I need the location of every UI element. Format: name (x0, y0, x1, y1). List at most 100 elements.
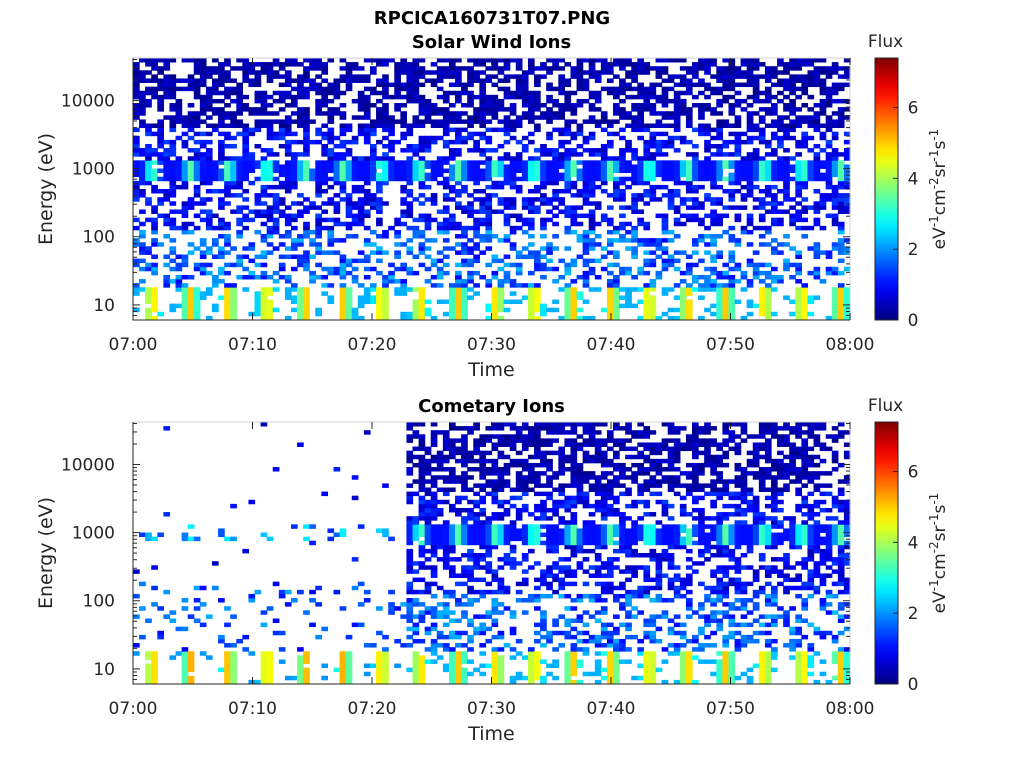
heatmap-cell (297, 254, 304, 259)
heatmap-cell (527, 283, 535, 288)
heatmap-cell (479, 119, 487, 124)
heatmap-cell (199, 176, 207, 182)
heatmap-cell (698, 58, 705, 63)
heatmap-cell (461, 295, 468, 300)
heatmap-cell (442, 205, 450, 210)
heatmap-cell (211, 160, 219, 165)
heatmap-cell (376, 82, 383, 88)
heatmap-cell (357, 115, 365, 120)
heatmap-cell (406, 499, 414, 505)
heatmap-cell (479, 217, 487, 223)
heatmap-cell (801, 172, 809, 178)
heatmap-cell (400, 164, 408, 169)
heatmap-cell (187, 156, 195, 161)
heatmap-cell (260, 189, 268, 194)
heatmap-cell (442, 663, 450, 669)
heatmap-cell (412, 58, 420, 63)
heatmap-cell (278, 184, 286, 190)
heatmap-cell (455, 675, 462, 681)
heatmap-cell (266, 103, 274, 108)
heatmap-cell (406, 311, 414, 317)
heatmap-cell (473, 217, 480, 223)
heatmap-cell (297, 123, 304, 128)
heatmap-cell (649, 164, 657, 169)
heatmap-cell (491, 107, 499, 112)
heatmap-cell (649, 168, 657, 174)
heatmap-cell (230, 164, 237, 169)
heatmap-cell (363, 254, 371, 259)
heatmap-cell (552, 246, 559, 251)
heatmap-cell (734, 98, 742, 104)
heatmap-cell (388, 270, 395, 276)
heatmap-cell (230, 663, 237, 669)
heatmap-cell (795, 123, 802, 128)
heatmap-cell (406, 491, 414, 497)
heatmap-cell (442, 270, 450, 276)
heatmap-cell (667, 98, 675, 104)
heatmap-cell (436, 467, 444, 472)
heatmap-cell (461, 283, 468, 288)
heatmap-cell (764, 229, 772, 235)
heatmap-cell (224, 74, 231, 79)
heatmap-cell (473, 164, 480, 169)
heatmap-cell (497, 557, 505, 562)
heatmap-cell (679, 221, 687, 227)
heatmap-cell (272, 62, 280, 67)
heatmap-cell (570, 291, 578, 296)
heatmap-cell (661, 250, 669, 255)
heatmap-cell (455, 299, 462, 305)
heatmap-cell (236, 123, 243, 128)
heatmap-cell (394, 663, 401, 669)
heatmap-cell (145, 618, 152, 623)
heatmap-cell (224, 58, 231, 63)
heatmap-cell (272, 168, 280, 174)
heatmap-cell (710, 62, 717, 67)
heatmap-cell (491, 58, 499, 63)
heatmap-cell (339, 172, 347, 178)
heatmap-cell (181, 598, 189, 603)
heatmap-cell (169, 610, 177, 615)
heatmap-cell (795, 180, 802, 186)
heatmap-cell (600, 86, 608, 92)
heatmap-cell (363, 156, 371, 161)
heatmap-cell (685, 213, 693, 219)
heatmap-cell (266, 74, 274, 79)
heatmap-cell (163, 189, 171, 194)
heatmap-cell (485, 209, 493, 214)
heatmap-cell (661, 246, 669, 251)
heatmap-cell (613, 176, 620, 182)
heatmap-cell (503, 164, 511, 169)
heatmap-cell (764, 270, 772, 276)
heatmap-cell (461, 540, 468, 546)
heatmap-cell (193, 585, 201, 591)
heatmap-cell (442, 225, 450, 231)
heatmap-cell (260, 679, 268, 685)
heatmap-cell (637, 242, 645, 247)
heatmap-cell (509, 164, 517, 169)
heatmap-cell (315, 184, 322, 190)
heatmap-cell (382, 307, 389, 313)
heatmap-cell (722, 143, 730, 149)
heatmap-cell (491, 274, 499, 280)
heatmap-cell (418, 229, 426, 235)
heatmap-cell (613, 160, 620, 165)
heatmap-cell (679, 139, 687, 145)
heatmap-cell (260, 62, 268, 67)
heatmap-cell (722, 213, 730, 219)
heatmap-cell (613, 287, 620, 292)
heatmap-cell (722, 176, 730, 182)
heatmap-cell (205, 160, 213, 165)
heatmap-cell (193, 291, 201, 296)
heatmap-cell (582, 135, 590, 141)
heatmap-cell (230, 209, 237, 214)
heatmap-cell (497, 610, 505, 615)
heatmap-cell (777, 115, 784, 120)
heatmap-cell (394, 82, 401, 88)
heatmap-cell (509, 123, 517, 128)
heatmap-cell (473, 148, 480, 153)
heatmap-cell (461, 234, 468, 239)
heatmap-cell (205, 287, 213, 292)
heatmap-cell (363, 135, 371, 141)
heatmap-cell (473, 503, 480, 509)
heatmap-cell (758, 225, 766, 231)
